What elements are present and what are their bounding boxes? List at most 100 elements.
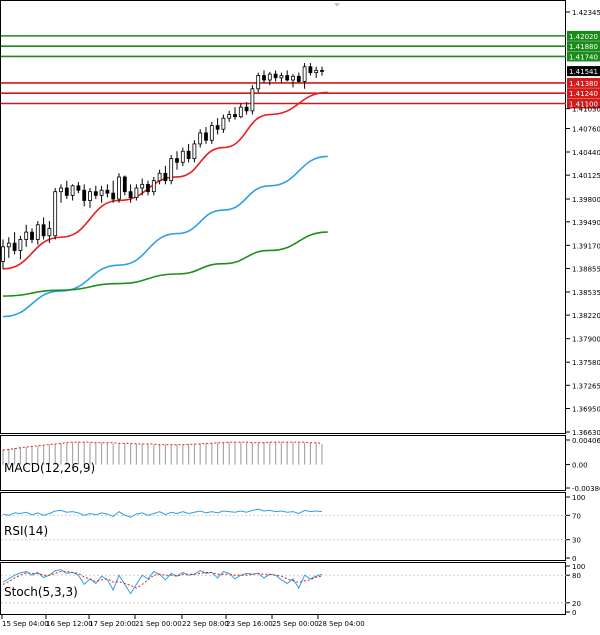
candle-body bbox=[88, 191, 92, 201]
price-axis-label: 1.42345 bbox=[572, 9, 600, 17]
level-tag bbox=[567, 88, 600, 99]
candle-body bbox=[146, 183, 150, 193]
candle bbox=[99, 185, 104, 203]
candle bbox=[24, 224, 29, 247]
candle bbox=[53, 188, 58, 240]
time-axis-label: 23 Sep 16:00 bbox=[226, 620, 273, 628]
candle-body bbox=[262, 75, 266, 81]
candle-body bbox=[111, 192, 116, 200]
candle-body bbox=[285, 75, 290, 81]
candle bbox=[204, 127, 208, 144]
candle bbox=[215, 118, 220, 135]
candle bbox=[291, 74, 295, 88]
candle-body bbox=[238, 106, 243, 118]
candle-body bbox=[175, 158, 179, 163]
level-tag bbox=[567, 98, 600, 109]
candle bbox=[175, 151, 179, 170]
candle bbox=[314, 66, 319, 78]
candle bbox=[267, 71, 272, 86]
candle bbox=[30, 228, 34, 244]
candle bbox=[233, 107, 237, 120]
candle bbox=[134, 184, 139, 201]
candle bbox=[302, 63, 307, 89]
candle-body bbox=[53, 191, 58, 237]
price-axis-label: 1.37580 bbox=[572, 359, 600, 367]
price-axis-label: 1.39490 bbox=[572, 219, 600, 227]
time-axis-label: 15 Sep 04:00 bbox=[2, 620, 49, 628]
stoch-d-line bbox=[2, 571, 323, 589]
candle bbox=[180, 147, 185, 166]
candle bbox=[82, 184, 87, 207]
candle bbox=[169, 154, 174, 185]
candle bbox=[105, 184, 110, 198]
rsi-axis-label: 100 bbox=[572, 494, 585, 502]
candle-body bbox=[105, 189, 110, 194]
rsi-indicator-name: RSI(14) bbox=[4, 524, 48, 538]
price-axis-label: 1.37900 bbox=[572, 336, 600, 344]
candle bbox=[192, 140, 197, 163]
time-axis-label: 22 Sep 08:00 bbox=[182, 620, 229, 628]
macd-panel-frame bbox=[0, 435, 566, 491]
stoch-axis-label: 0 bbox=[572, 609, 576, 617]
macd-axis-label: 0.00 bbox=[572, 462, 588, 470]
time-axis-label: 21 Sep 00:00 bbox=[135, 620, 182, 628]
candle-body bbox=[169, 158, 174, 182]
candle bbox=[35, 221, 40, 245]
price-axis-label: 1.40760 bbox=[572, 125, 600, 133]
candle-body bbox=[244, 106, 249, 112]
rsi-axis-label: 0 bbox=[572, 555, 576, 563]
level-tag bbox=[567, 30, 600, 41]
level-tag bbox=[567, 51, 600, 62]
candle bbox=[12, 232, 17, 255]
candle-body bbox=[163, 172, 168, 182]
candle-body bbox=[279, 75, 284, 79]
candle-body bbox=[157, 172, 162, 182]
candle bbox=[296, 72, 301, 83]
shift-marker-icon bbox=[334, 3, 340, 7]
candle-body bbox=[267, 73, 272, 81]
candle bbox=[198, 129, 203, 148]
candle-body bbox=[233, 114, 237, 118]
candle-body bbox=[47, 228, 52, 237]
candle bbox=[221, 114, 226, 133]
stoch-indicator-name: Stoch(5,3,3) bbox=[4, 585, 78, 599]
time-axis-label: 28 Sep 04:00 bbox=[318, 620, 365, 628]
candle bbox=[6, 237, 11, 258]
candle bbox=[157, 169, 162, 185]
current-price-label: 1.41541 bbox=[569, 68, 598, 76]
candle-body bbox=[192, 143, 197, 160]
price-axis-label: 1.40440 bbox=[572, 149, 600, 157]
price-axis-label: 1.38535 bbox=[572, 289, 600, 297]
candle bbox=[76, 182, 81, 194]
candle-body bbox=[70, 185, 75, 196]
macd-axis-label: -0.003864 bbox=[572, 485, 600, 493]
time-axis-label: 25 Sep 00:00 bbox=[272, 620, 319, 628]
price-axis-label: 1.38220 bbox=[572, 312, 600, 320]
candle bbox=[64, 180, 69, 200]
candle-body bbox=[186, 150, 191, 160]
candle bbox=[88, 188, 92, 208]
candle bbox=[59, 184, 63, 203]
candle-body bbox=[59, 187, 63, 193]
candle-body bbox=[302, 66, 307, 82]
stoch-panel-frame bbox=[0, 562, 566, 615]
candle-body bbox=[308, 66, 313, 74]
candle bbox=[146, 180, 150, 196]
candle-body bbox=[64, 187, 69, 196]
price-axis-label: 1.36950 bbox=[572, 405, 600, 413]
rsi-axis-label: 70 bbox=[572, 512, 581, 520]
candle-body bbox=[221, 117, 226, 130]
candle-body bbox=[320, 70, 324, 72]
level-tag bbox=[567, 41, 600, 52]
candle bbox=[1, 239, 5, 269]
candle bbox=[93, 185, 98, 200]
candle bbox=[256, 72, 261, 93]
candle-body bbox=[117, 176, 121, 200]
candle-body bbox=[134, 187, 139, 198]
candle-body bbox=[314, 70, 319, 74]
candle-body bbox=[273, 73, 278, 79]
candle-body bbox=[35, 224, 40, 240]
candle bbox=[41, 217, 46, 240]
candle bbox=[122, 175, 127, 196]
